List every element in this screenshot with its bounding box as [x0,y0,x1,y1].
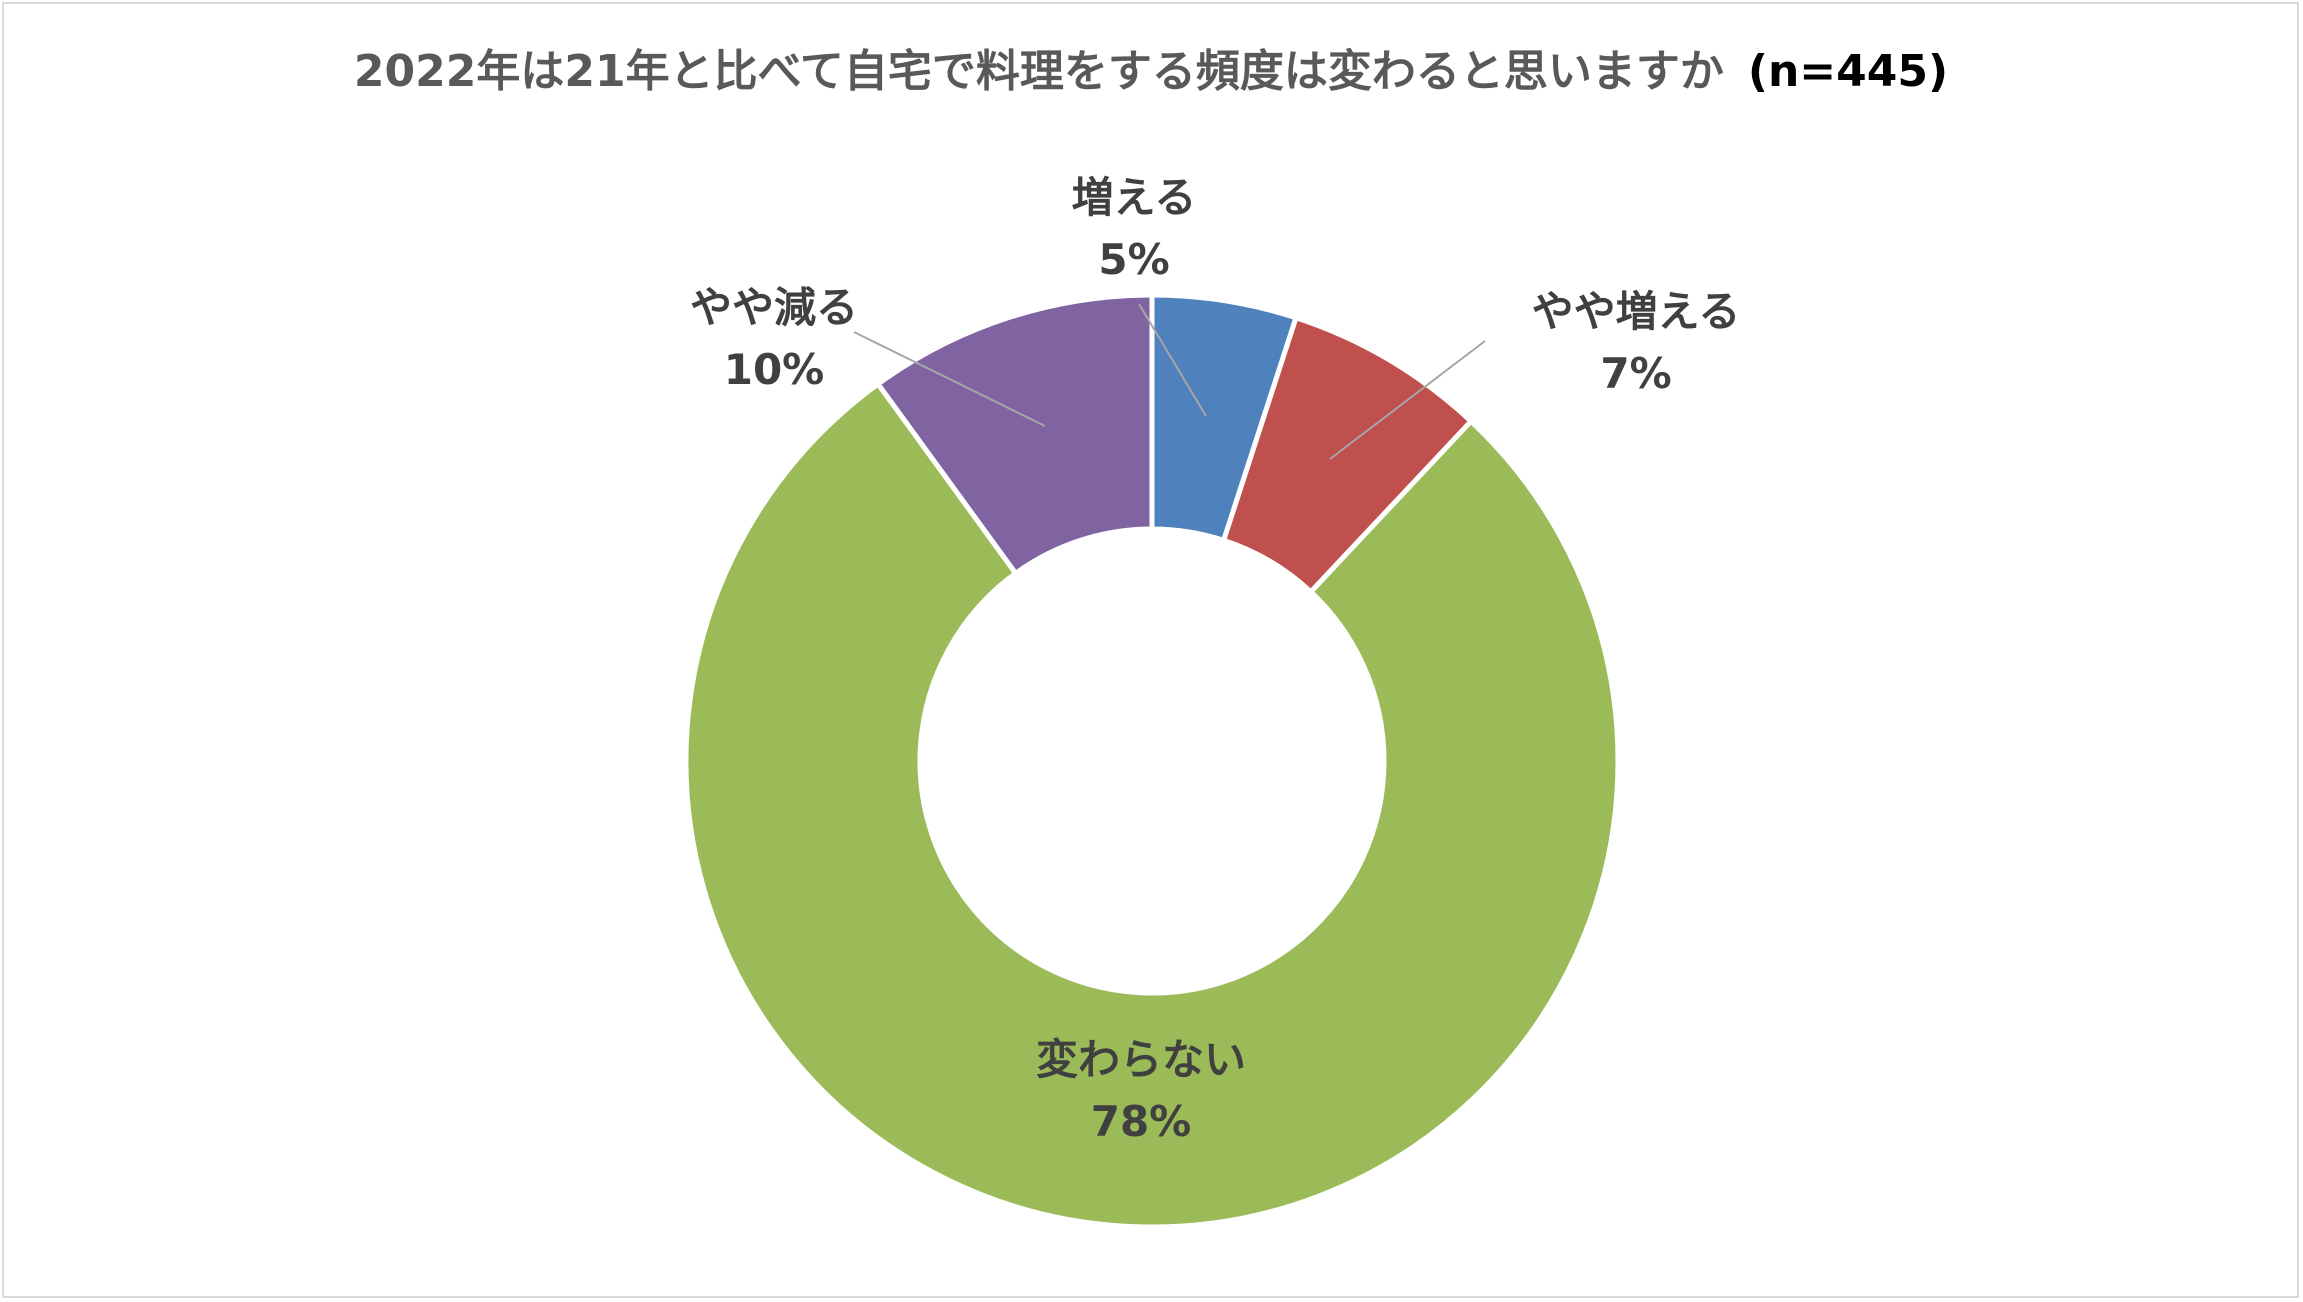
slice-label-kawaranai: 変わらない [1036,1035,1246,1084]
leader-line-yaya-heru [853,331,1046,427]
slice-label-yaya-fueru: やや増える [1532,287,1741,336]
slice-label-fueru: 増える [1072,173,1197,222]
slice-kawaranai [683,380,1621,1230]
leader-line-fueru [1138,303,1207,417]
doughnut-slices [683,292,1621,1230]
leader-lines [853,303,1486,460]
chart-title-sample-size: (n=445) [1748,46,1948,97]
slice-value-yaya-fueru: 7% [1600,349,1671,398]
chart-title: 2022年は21年と比べて自宅で料理をする頻度は変わると思いますか (n=445) [354,46,1948,97]
data-labels: 増える 5% やや増える 7% 変わらない 78% やや減る 10% [690,173,1740,1146]
slice-label-yaya-heru: やや減る [690,283,858,332]
slice-value-kawaranai: 78% [1091,1097,1192,1146]
leader-line-yaya-fueru [1329,340,1486,460]
slice-yaya-heru [874,292,1155,577]
slice-value-fueru: 5% [1098,235,1169,284]
slice-value-yaya-heru: 10% [724,345,825,394]
chart-title-main: 2022年は21年と比べて自宅で料理をする頻度は変わると思いますか [354,46,1724,97]
